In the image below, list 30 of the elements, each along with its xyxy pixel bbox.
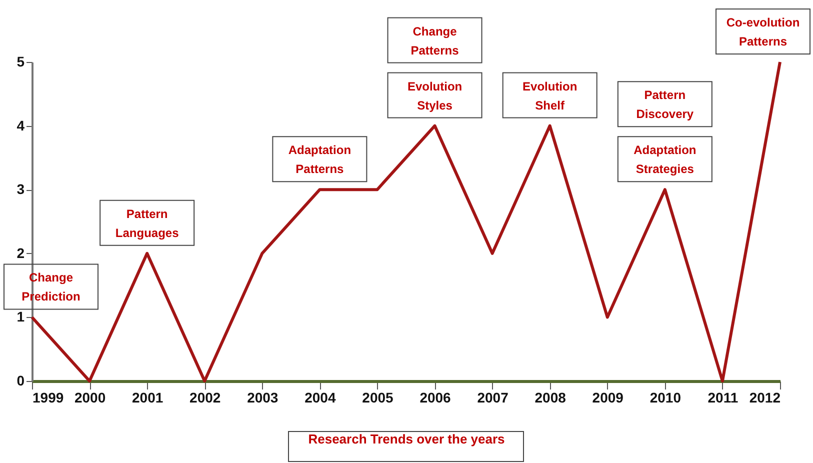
annotation: Pattern Discovery [636,88,694,122]
text: Change Patterns [410,24,460,58]
x-tick-label: 2008 [534,390,566,406]
x-tick-label: 2011 [708,390,738,406]
y-tick-label: 5 [16,54,25,70]
y-tick-label: 3 [16,181,25,198]
x-tick-label: 2010 [650,390,682,406]
annotation: Change Prediction [22,270,80,304]
y-tick-label: 1 [16,308,25,325]
x-tick-label: 2012 [749,390,781,406]
x-tick-label: 2007 [477,390,509,406]
annotation: Pattern Languages [115,206,180,240]
x-tick-label: 2005 [362,390,394,406]
x-tick-label: 2006 [420,390,452,406]
annotation: Evolution Styles [407,79,462,112]
annotation: Evolution Shelf [522,79,578,112]
y-tick-label: 4 [16,117,25,134]
x-tick-label: 2003 [247,390,278,406]
annotation: Adaptation Patterns [288,143,352,176]
x-tick-label: 2004 [304,390,336,406]
annotation: Co-evolution Patterns [726,16,800,48]
x-tick-label: 1999 [32,390,64,406]
x-axis-title: Research Trends over the years [308,432,505,446]
x-tick-label: 2002 [190,390,221,406]
x-tick-label: 2009 [592,390,624,406]
y-tick-label: 2 [16,244,25,261]
x-tick-label: 2001 [132,390,164,406]
annotation: Adaptation Strategies [634,143,696,176]
y-tick-label: 0 [16,372,25,388]
x-tick-label: 2000 [74,390,106,406]
